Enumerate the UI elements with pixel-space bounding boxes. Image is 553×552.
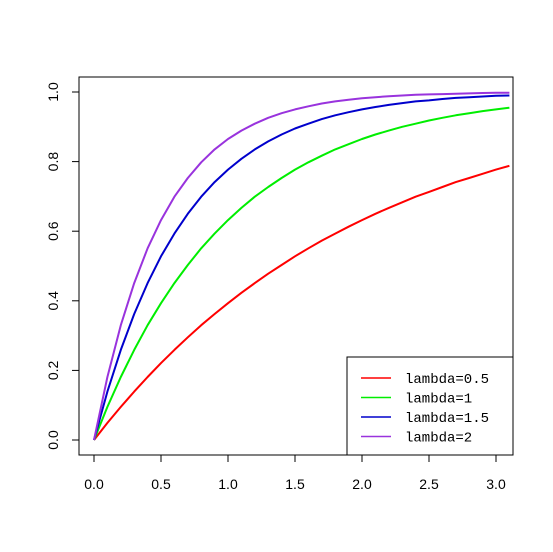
x-axis: 0.0 0.5 1.0 1.5 2.0 2.5 3.0 <box>84 454 506 492</box>
x-tick-label: 2.0 <box>352 476 372 492</box>
x-tick-label: 3.0 <box>486 476 506 492</box>
y-tick-label: 1.0 <box>45 82 61 102</box>
y-axis: 0.0 0.2 0.4 0.6 0.8 1.0 <box>45 82 80 450</box>
legend-label-4: lambda=2 <box>405 431 472 447</box>
x-tick-label: 1.5 <box>285 476 305 492</box>
x-tick-label: 1.0 <box>218 476 238 492</box>
y-tick-label: 0.2 <box>45 360 61 380</box>
y-tick-label: 0.0 <box>45 430 61 450</box>
legend-label-1: lambda=0.5 <box>405 372 489 388</box>
series-layer <box>93 91 510 441</box>
y-tick-label: 0.4 <box>45 291 61 311</box>
series-line-2 <box>93 106 510 441</box>
legend-box <box>346 356 514 456</box>
legend-label-2: lambda=1 <box>405 392 472 408</box>
x-tick-label: 0.5 <box>151 476 171 492</box>
series-line-4 <box>93 91 510 441</box>
x-tick-label: 0.0 <box>84 476 104 492</box>
y-tick-label: 0.6 <box>45 221 61 241</box>
series-line-1 <box>93 164 510 441</box>
x-tick-label: 2.5 <box>419 476 439 492</box>
series-line-3 <box>93 94 510 441</box>
legend-label-3: lambda=1.5 <box>405 411 489 427</box>
legend: lambda=0.5 lambda=1 lambda=1.5 lambda=2 <box>346 356 514 456</box>
y-tick-label: 0.8 <box>45 152 61 172</box>
